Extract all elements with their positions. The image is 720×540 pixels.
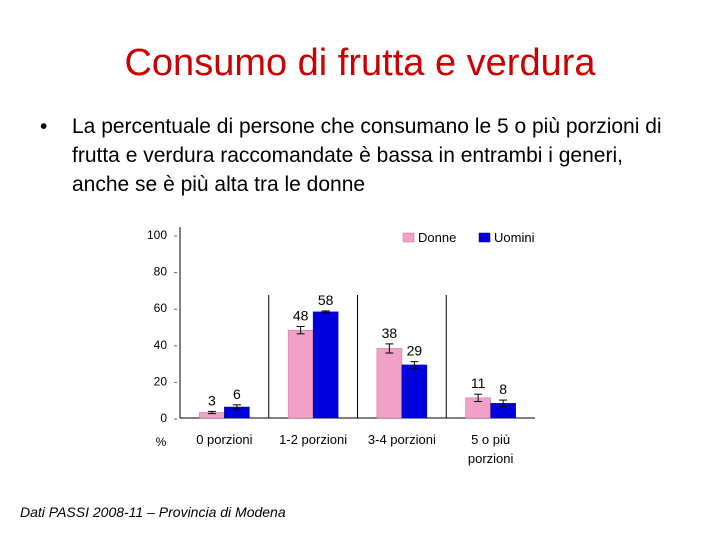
x-tick-label: 3-4 porzioni bbox=[368, 432, 436, 447]
slide-title: Consumo di frutta e verdura bbox=[124, 42, 596, 84]
y-tick-label: 40 bbox=[154, 338, 168, 352]
legend-label: Donne bbox=[418, 230, 456, 245]
x-tick-label: 1-2 porzioni bbox=[279, 432, 347, 447]
y-tick-label: 20 bbox=[154, 374, 168, 388]
data-label: 3 bbox=[208, 392, 216, 408]
data-label: 8 bbox=[499, 381, 507, 397]
data-label: 29 bbox=[407, 343, 423, 359]
data-label: 58 bbox=[318, 292, 334, 308]
x-tick-label: 5 o più bbox=[471, 432, 510, 447]
y-tick-label: 80 bbox=[154, 265, 168, 279]
legend-label: Uomini bbox=[494, 230, 535, 245]
bar-uomini bbox=[312, 311, 339, 419]
data-label: 48 bbox=[293, 308, 309, 324]
source-footnote: Dati PASSI 2008-11 – Provincia di Modena bbox=[20, 504, 286, 520]
data-label: 6 bbox=[233, 386, 241, 402]
bar-chart: 0 20 40 60 80 100% 3 6 0 porzioni 48 58 1-2 porzion… bbox=[147, 227, 535, 466]
data-label: 11 bbox=[471, 375, 486, 391]
bar-donne bbox=[376, 348, 403, 419]
y-tick-label: 60 bbox=[154, 301, 168, 315]
data-label: 38 bbox=[382, 325, 398, 341]
bar-uomini bbox=[401, 364, 428, 419]
y-unit-label: % bbox=[156, 435, 167, 449]
bar-donne bbox=[287, 329, 314, 419]
y-tick-label: 100 bbox=[147, 228, 167, 242]
legend-swatch-donne bbox=[402, 232, 415, 243]
x-tick-label: 0 porzioni bbox=[196, 432, 252, 447]
bullet-text: La percentuale di persone che consumano … bbox=[72, 115, 662, 196]
bullet-dot: • bbox=[40, 115, 48, 138]
y-tick-label: 0 bbox=[160, 411, 167, 425]
x-tick-label: porzioni bbox=[468, 451, 514, 466]
legend-swatch-uomini bbox=[478, 232, 491, 243]
